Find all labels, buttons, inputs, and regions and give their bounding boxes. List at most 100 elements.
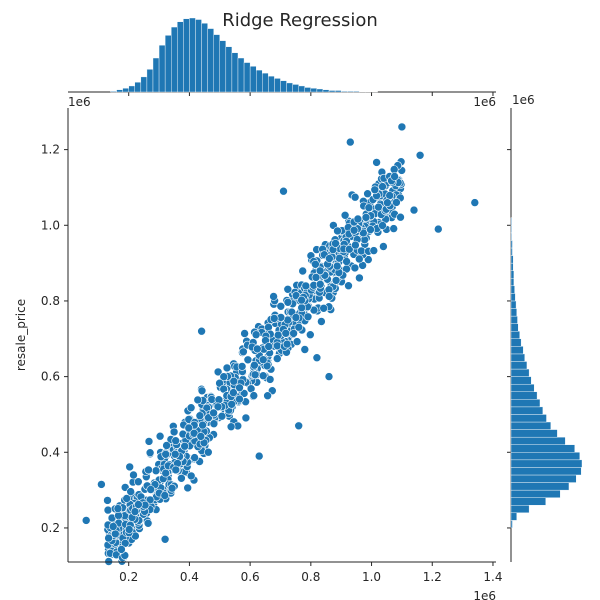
scatter-point — [209, 419, 219, 429]
marginal-y-bar — [510, 361, 528, 370]
scatter-point — [254, 451, 264, 461]
scatter-point — [269, 292, 278, 301]
scatter-point — [331, 276, 341, 285]
scatter-point — [301, 281, 311, 291]
marginal-y-bar — [510, 262, 514, 271]
scatter-point — [342, 257, 351, 266]
main-scatter-plot — [81, 122, 480, 566]
scatter-point — [363, 255, 373, 264]
scatter-point — [170, 449, 180, 459]
marginal-x-bar — [292, 84, 299, 93]
y-axis: 0.2 0.4 0.6 0.8 1.0 1.2 — [41, 108, 69, 562]
marginal-x-bar — [225, 46, 233, 93]
scatter-point — [124, 525, 134, 534]
scatter-point — [193, 395, 203, 405]
scatter-point — [162, 441, 171, 450]
scatter-point — [397, 122, 407, 132]
marginal-x-bar — [316, 88, 324, 93]
scatter-point — [103, 496, 112, 505]
scatter-point — [134, 477, 143, 487]
scatter-point — [279, 186, 288, 196]
scatter-point — [317, 317, 326, 326]
y-tick-label: 0.6 — [41, 370, 60, 384]
y-offset-label: 1e6 — [68, 95, 91, 109]
scatter-point — [312, 353, 322, 363]
scatter-point — [332, 261, 342, 271]
marginal-y-bar — [510, 270, 515, 279]
scatter-point — [240, 329, 249, 338]
x-tick-label: 0.8 — [301, 570, 320, 584]
scatter-point — [392, 198, 401, 207]
scatter-point — [389, 224, 399, 233]
scatter-point — [104, 533, 113, 543]
scatter-point — [143, 518, 153, 528]
scatter-point — [265, 375, 275, 384]
chart-title: Ridge Regression — [222, 10, 378, 31]
scatter-point — [134, 500, 143, 509]
marginal-x-bar — [280, 80, 287, 93]
scatter-point — [237, 362, 247, 371]
y-tick-label: 0.2 — [41, 521, 60, 535]
scatter-point — [300, 345, 310, 354]
scatter-point — [180, 441, 189, 451]
marginal-x-bar — [110, 91, 117, 93]
scatter-point — [145, 448, 155, 458]
scatter-point — [378, 221, 387, 230]
marginal-y-bar — [510, 247, 513, 256]
scatter-point — [126, 487, 135, 496]
scatter-point — [120, 538, 130, 548]
marginal-x-bar — [262, 72, 269, 93]
marginal-y-bar — [510, 368, 530, 377]
scatter-point — [122, 494, 131, 503]
marginal-x-bar — [207, 28, 214, 93]
marginal-y-bar — [510, 489, 561, 498]
y-tick-label: 1.2 — [41, 143, 60, 157]
marginal-y-bar — [510, 308, 517, 317]
marginal-y-bar — [510, 459, 583, 468]
scatter-point — [113, 504, 123, 513]
scatter-point — [145, 495, 155, 505]
scatter-point — [345, 137, 355, 147]
scatter-point — [117, 545, 126, 554]
marginal-x-bar — [128, 85, 135, 93]
scatter-point — [160, 534, 170, 544]
marginal-x-bar — [122, 88, 129, 93]
scatter-point — [262, 361, 272, 371]
scatter-point — [251, 330, 261, 340]
scatter-point — [252, 344, 262, 354]
scatter-point — [363, 189, 372, 198]
scatter-point — [108, 522, 118, 531]
scatter-point — [351, 240, 360, 250]
marginal-y-bar — [510, 346, 524, 355]
marginal-x-bar — [255, 69, 263, 93]
scatter-point — [305, 330, 315, 340]
scatter-point — [196, 432, 206, 441]
marginal-y-bar — [510, 482, 570, 491]
scatter-point — [350, 263, 360, 273]
scatter-point — [349, 226, 359, 235]
scatter-point — [331, 239, 340, 248]
x-tick-label: 1.0 — [362, 570, 381, 584]
scatter-point — [190, 453, 199, 462]
scatter-point — [243, 355, 253, 365]
marginal-y-bar — [510, 414, 547, 423]
scatter-point — [229, 388, 238, 397]
marginal-x-bar — [298, 85, 305, 93]
x-tick-label: 1.2 — [423, 570, 442, 584]
marginal-y-bar — [510, 376, 532, 385]
marginal-x-bar — [286, 82, 293, 93]
y-tick-label: 0.8 — [41, 294, 60, 308]
marginal-y-bar — [510, 505, 530, 514]
scatter-point — [378, 182, 387, 191]
scatter-point — [319, 303, 329, 313]
marginal-x-bar — [171, 26, 178, 93]
scatter-point — [297, 303, 307, 313]
scatter-point — [409, 205, 419, 215]
marginal-y-bar — [510, 436, 566, 445]
scatter-point — [289, 329, 298, 338]
scatter-point — [325, 254, 334, 263]
scatter-point — [390, 172, 399, 181]
scatter-point — [184, 423, 194, 433]
scatter-point — [239, 389, 249, 398]
marginal-x-bar — [231, 52, 239, 93]
